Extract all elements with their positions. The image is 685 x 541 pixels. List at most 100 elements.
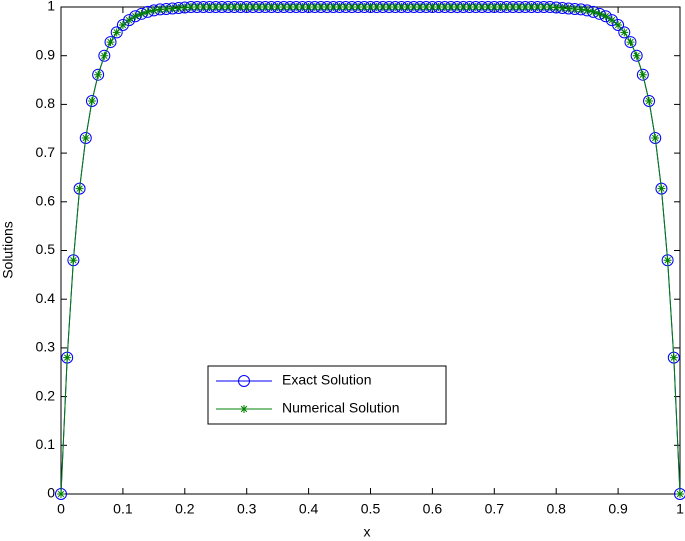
x-tick-label: 0.3: [237, 501, 257, 517]
y-tick-label: 0.5: [36, 241, 56, 257]
star-marker: [496, 3, 505, 11]
circle-marker: [116, 19, 129, 32]
star-marker: [230, 3, 239, 11]
star-marker: [484, 3, 493, 11]
star-marker: [397, 3, 406, 11]
y-tick-label: 0: [47, 485, 55, 501]
star-marker: [248, 3, 257, 11]
star-marker: [323, 3, 332, 11]
star-marker: [81, 134, 90, 143]
circle-marker: [599, 10, 612, 23]
circle-marker: [605, 14, 618, 27]
star-marker: [156, 5, 165, 14]
star-marker: [106, 38, 115, 47]
star-marker: [304, 3, 313, 11]
star-marker: [372, 3, 381, 11]
x-tick-label: 0.5: [361, 501, 381, 517]
star-marker: [607, 16, 616, 25]
star-marker: [199, 3, 208, 11]
star-marker: [453, 3, 462, 11]
star-marker: [638, 70, 647, 79]
star-marker: [446, 3, 455, 11]
star-marker: [316, 3, 325, 11]
star-marker: [360, 3, 369, 11]
y-tick-label: 0.8: [36, 95, 56, 111]
star-marker: [502, 3, 511, 11]
star-marker: [240, 405, 248, 413]
star-marker: [354, 3, 363, 11]
star-marker: [403, 3, 412, 11]
x-tick-label: 0: [57, 501, 65, 517]
star-marker: [477, 3, 486, 11]
star-marker: [286, 3, 295, 11]
y-axis-label: Solutions: [0, 221, 16, 279]
star-marker: [626, 38, 635, 47]
star-marker: [601, 12, 610, 21]
circle-marker: [123, 14, 136, 27]
star-marker: [63, 353, 72, 362]
x-tick-label: 0.9: [608, 501, 628, 517]
x-axis-label: x: [364, 524, 371, 540]
legend-label: Numerical Solution: [282, 400, 400, 416]
star-marker: [508, 3, 517, 11]
star-marker: [440, 3, 449, 11]
star-marker: [564, 4, 573, 13]
legend-label: Exact Solution: [282, 372, 372, 388]
star-marker: [118, 21, 127, 30]
circle-marker: [85, 94, 98, 107]
circle-marker: [238, 375, 250, 387]
star-marker: [434, 3, 443, 11]
star-marker: [162, 4, 171, 13]
star-marker: [329, 3, 338, 11]
x-tick-label: 0.8: [546, 501, 566, 517]
star-marker: [236, 3, 245, 11]
star-marker: [174, 3, 183, 12]
star-marker: [69, 256, 78, 265]
star-marker: [570, 4, 579, 13]
star-marker: [57, 490, 65, 498]
x-tick-label: 0.2: [175, 501, 195, 517]
circle-marker: [110, 26, 123, 39]
star-marker: [620, 28, 629, 37]
star-marker: [87, 96, 96, 105]
circle-marker: [104, 36, 117, 49]
star-marker: [539, 3, 548, 11]
star-marker: [521, 3, 530, 11]
x-tick-label: 0.6: [423, 501, 443, 517]
star-marker: [471, 3, 480, 11]
star-marker: [273, 3, 282, 11]
star-marker: [335, 3, 344, 11]
star-marker: [143, 7, 152, 16]
circle-marker: [612, 19, 625, 32]
legend: Exact Solution Numerical Solution: [207, 365, 447, 425]
y-tick-label: 0.9: [36, 46, 56, 62]
circle-marker: [593, 7, 606, 20]
circle-marker: [618, 26, 631, 39]
star-marker: [242, 3, 251, 11]
star-marker: [651, 134, 660, 143]
x-tick-label: 0.4: [299, 501, 319, 517]
star-marker: [546, 3, 555, 11]
y-tick-label: 0.7: [36, 144, 56, 160]
star-marker: [100, 51, 109, 60]
star-marker: [422, 3, 431, 11]
circle-marker: [98, 49, 111, 62]
star-marker: [416, 3, 425, 11]
star-marker: [366, 3, 375, 11]
star-marker: [94, 70, 103, 79]
star-marker: [657, 184, 666, 193]
circle-marker: [135, 7, 148, 20]
star-marker: [589, 7, 598, 16]
y-tick-label: 0.4: [36, 290, 56, 306]
star-marker: [552, 3, 561, 12]
circle-marker: [624, 36, 637, 49]
circle-marker: [649, 132, 662, 145]
star-marker: [465, 3, 474, 11]
star-marker: [292, 3, 301, 11]
star-marker: [576, 5, 585, 14]
circle-marker: [92, 68, 105, 81]
star-marker: [193, 3, 202, 11]
star-marker: [614, 21, 623, 30]
star-marker: [224, 3, 233, 11]
star-marker: [217, 3, 226, 11]
